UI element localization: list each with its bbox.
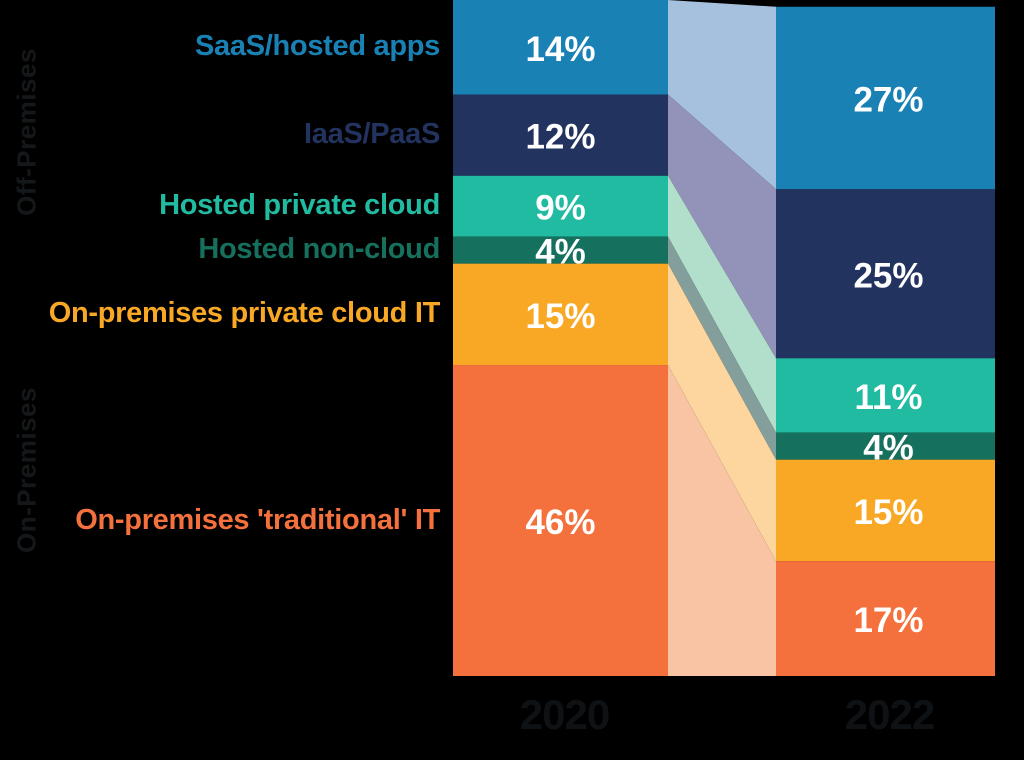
bar-segment-2022 [776, 358, 995, 433]
flow-band [668, 175, 776, 433]
bar-segment-2020 [453, 175, 668, 237]
value-label: 14% [525, 30, 595, 69]
value-label: 15% [525, 297, 595, 336]
flow-band [668, 263, 776, 562]
axis-label-2020: 2020 [519, 691, 610, 738]
value-label: 27% [853, 81, 923, 120]
value-label: 12% [525, 118, 595, 157]
bar-segment-2022 [776, 561, 995, 676]
bar-segment-2020 [453, 0, 668, 95]
value-label: 46% [525, 503, 595, 542]
bar-segment-2020 [453, 365, 668, 676]
bar-segment-2020 [453, 236, 668, 264]
series-label: IaaS/PaaS [304, 118, 440, 151]
bar-segment-2022 [776, 459, 995, 562]
flow-band [668, 0, 776, 190]
series-label: On-premises 'traditional' IT [75, 503, 440, 536]
flow-band [668, 365, 776, 676]
value-label: 4% [535, 233, 586, 272]
value-label: 9% [535, 189, 586, 228]
series-label: Hosted non-cloud [198, 232, 440, 265]
series-label: On-premises private cloud IT [48, 297, 441, 330]
bar-segment-2022 [776, 432, 995, 460]
group-label-off-premises: Off-Premises [11, 47, 42, 216]
group-label-on-premises: On-Premises [11, 386, 42, 553]
bar-segment-2020 [453, 94, 668, 176]
value-label: 15% [853, 493, 923, 532]
axis-label-2022: 2022 [844, 691, 935, 738]
value-label: 4% [863, 429, 914, 468]
bar-segment-2022 [776, 6, 995, 190]
flow-band [668, 94, 776, 359]
value-label: 11% [854, 378, 922, 417]
series-label: SaaS/hosted apps [195, 30, 440, 63]
value-label: 25% [853, 256, 923, 295]
series-label: Hosted private cloud [159, 189, 440, 222]
value-label: 17% [853, 601, 923, 640]
bar-segment-2022 [776, 189, 995, 359]
flow-band [668, 236, 776, 460]
bar-segment-2020 [453, 263, 668, 366]
